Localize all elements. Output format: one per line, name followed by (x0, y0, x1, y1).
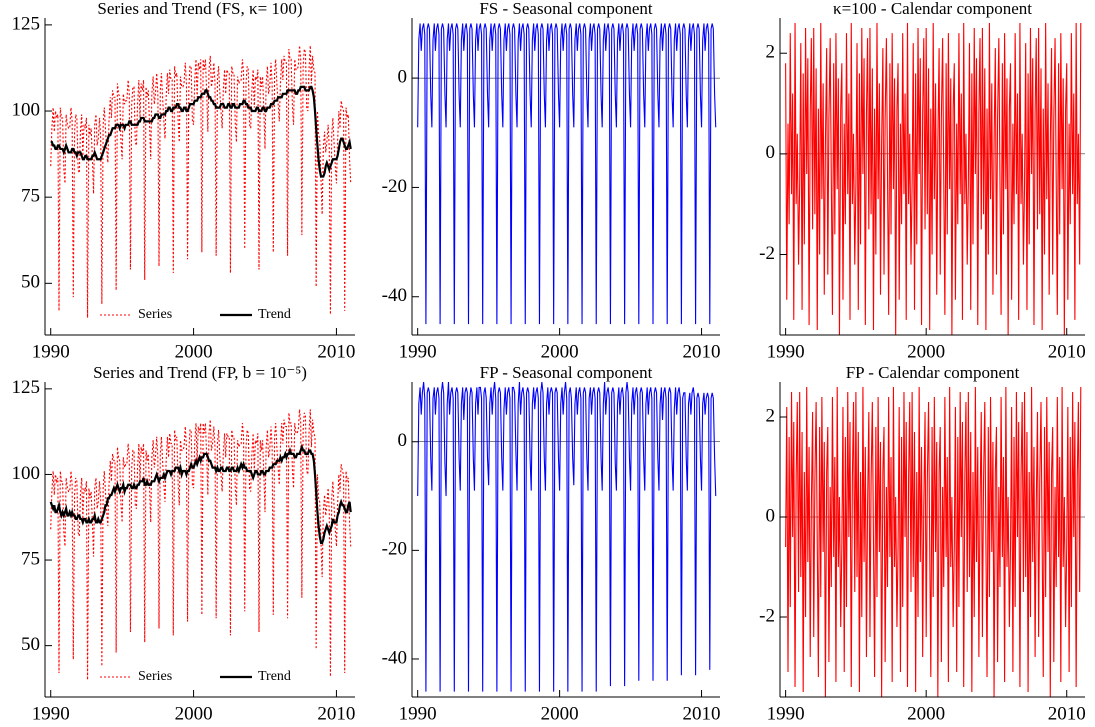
y-tick-label: -2 (759, 243, 775, 264)
series-line (50, 409, 352, 680)
x-tick-label: 1990 (399, 703, 437, 724)
x-tick-label: 1990 (32, 341, 70, 362)
x-tick-label: 2000 (541, 703, 579, 724)
y-tick-label: 0 (398, 430, 408, 451)
y-tick-label: -20 (382, 539, 407, 560)
y-tick-label: 125 (12, 13, 41, 34)
x-tick-label: 2010 (1048, 341, 1086, 362)
panel: κ=100 - Calendar component -2 0 2 1990 2000 20… (759, 0, 1086, 362)
panel-title: κ=100 - Calendar component (833, 0, 1032, 18)
panel-title: FP - Seasonal component (480, 363, 653, 382)
panel-title: Series and Trend (FS, κ= 100) (97, 0, 302, 18)
y-tick-label: 2 (766, 42, 776, 63)
series-line (417, 23, 717, 325)
panel: FP - Calendar component -2 0 2 1990 2000 2010 (759, 363, 1086, 724)
y-tick-label: -20 (382, 176, 407, 197)
y-tick-label: 100 (12, 99, 41, 120)
legend-label: Series (138, 669, 172, 684)
series-line (50, 45, 352, 318)
x-tick-label: 2010 (683, 341, 721, 362)
y-tick-label: 75 (21, 186, 40, 207)
series-line (49, 443, 352, 545)
y-tick-label: 125 (12, 377, 41, 398)
y-tick-label: 50 (21, 634, 40, 655)
x-tick-label: 1990 (32, 703, 70, 724)
series-line (50, 85, 352, 178)
legend-label: Trend (258, 307, 291, 322)
legend-label: Trend (258, 669, 291, 684)
x-tick-label: 2000 (907, 341, 945, 362)
y-tick-label: 100 (12, 463, 41, 484)
x-tick-label: 2000 (541, 341, 579, 362)
x-tick-label: 2010 (683, 703, 721, 724)
x-tick-label: 2010 (1048, 703, 1086, 724)
y-tick-label: -40 (382, 285, 407, 306)
y-tick-label: -40 (382, 647, 407, 668)
y-tick-label: 0 (766, 142, 776, 163)
series-line (785, 23, 1082, 336)
series-line (785, 386, 1082, 698)
panel-title: FS - Seasonal component (479, 0, 653, 18)
panel: FP - Seasonal component -40 -20 0 1990 2000 20… (382, 363, 721, 724)
y-tick-label: 75 (21, 548, 40, 569)
panel-title: FP - Calendar component (846, 363, 1020, 382)
x-tick-label: 2010 (317, 703, 355, 724)
panel: FS - Seasonal component -40 -20 0 1990 2000 20… (382, 0, 721, 362)
panel-title: Series and Trend (FP, b = 10⁻⁵) (93, 363, 307, 382)
y-tick-label: 50 (21, 272, 40, 293)
y-tick-label: 0 (766, 505, 776, 526)
x-tick-label: 1990 (399, 341, 437, 362)
x-tick-label: 2010 (317, 341, 355, 362)
panel: Series and Trend (FS, κ= 100) 50 75 100 125 1… (12, 0, 356, 362)
x-tick-label: 1990 (767, 341, 805, 362)
y-tick-label: 2 (766, 405, 776, 426)
x-tick-label: 2000 (175, 703, 213, 724)
x-tick-label: 2000 (175, 341, 213, 362)
x-tick-label: 2000 (907, 703, 945, 724)
legend-label: Series (138, 307, 172, 322)
x-tick-label: 1990 (767, 703, 805, 724)
series-line (417, 381, 717, 692)
y-tick-label: -2 (759, 605, 775, 626)
y-tick-label: 0 (398, 66, 408, 87)
panel: Series and Trend (FP, b = 10⁻⁵) 50 75 100 12… (12, 363, 356, 724)
